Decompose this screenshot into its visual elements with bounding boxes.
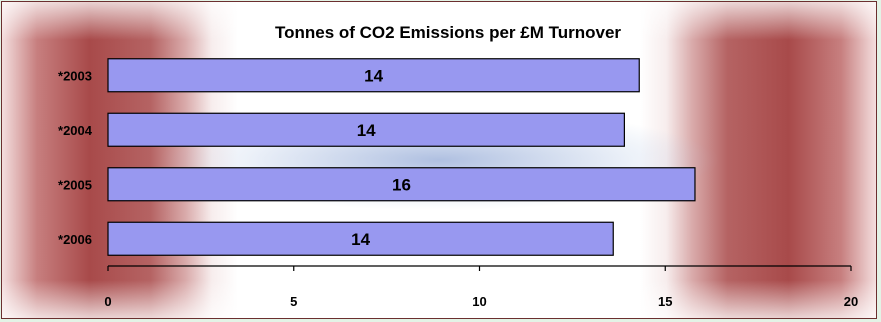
data-label-1: 14 [357,121,376,140]
x-tick-label-1: 5 [290,294,297,309]
chart-title: Tonnes of CO2 Emissions per £M Turnover [275,23,621,42]
data-label-2: 16 [392,175,411,194]
x-tick-label-4: 20 [844,294,858,309]
chart-background [2,2,876,318]
category-label-3: *2006 [58,232,92,247]
data-label-0: 14 [364,66,383,85]
x-tick-label-0: 0 [104,294,111,309]
bar-1 [107,112,625,147]
x-tick-label-3: 15 [658,294,672,309]
bar-0 [107,58,640,93]
data-label-3: 14 [351,230,370,249]
plot-area: 14 *2003 14 *2004 16 *2005 14 *2006 0 5 10 15 20 [58,58,858,309]
category-label-2: *2005 [58,177,92,192]
bar-3 [107,221,614,256]
category-label-0: *2003 [58,68,92,83]
category-label-1: *2004 [58,123,93,138]
x-tick-label-2: 10 [472,294,486,309]
bar-2 [107,167,696,202]
